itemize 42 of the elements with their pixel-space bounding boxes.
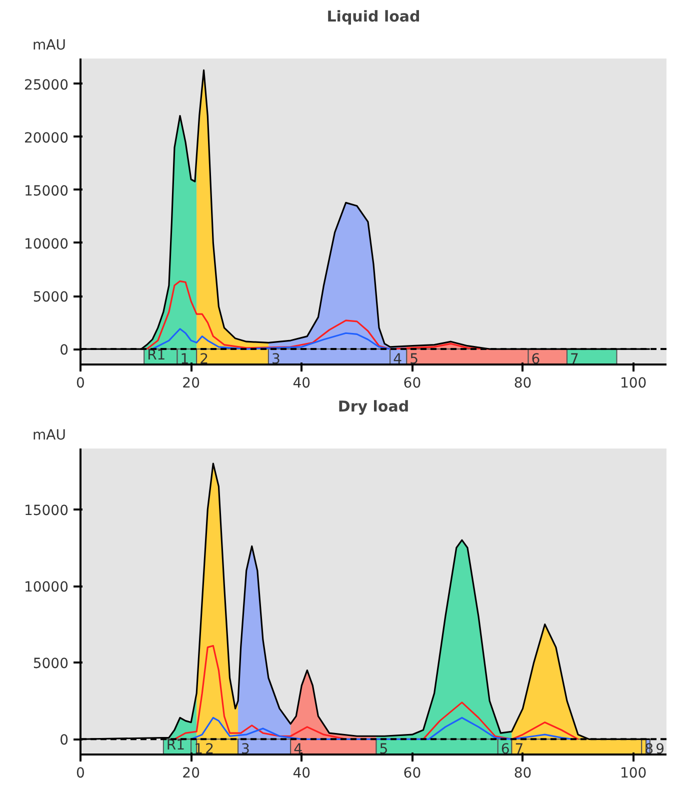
y-tick-label: 15000 [24, 502, 69, 519]
band-label: 6 [500, 742, 510, 758]
band-label: 5 [379, 742, 388, 758]
y-tick-label: 25000 [24, 77, 69, 94]
y-axis-title: mAU [32, 38, 66, 54]
band-label: 3 [241, 742, 250, 758]
y-tick-label: 0 [60, 342, 69, 359]
y-tick-label: 5000 [32, 290, 69, 306]
x-tick-label: 60 [403, 766, 422, 782]
band-label: 9 [656, 742, 665, 758]
band-label: R1 [166, 738, 186, 754]
x-tick-label: 20 [182, 376, 200, 392]
x-tick-label: 100 [620, 376, 647, 392]
band-label: R1 [147, 348, 166, 364]
band-label: 7 [570, 352, 579, 368]
x-tick-label: 40 [292, 766, 311, 782]
band-label: 2 [200, 352, 209, 368]
x-tick-label: 100 [620, 766, 647, 782]
x-tick-label: 60 [403, 376, 422, 392]
y-axis-title: mAU [32, 428, 66, 444]
y-tick-label: 0 [60, 732, 69, 749]
y-tick-label: 10000 [24, 236, 69, 252]
band-label: 4 [294, 742, 303, 758]
band-label: 2 [205, 742, 214, 758]
band-label: 4 [393, 352, 402, 368]
y-tick-label: 5000 [32, 656, 69, 672]
band-label: 3 [271, 352, 280, 368]
x-tick-label: 20 [182, 766, 200, 782]
x-tick-label: 80 [514, 766, 532, 782]
band-label: 5 [410, 352, 419, 368]
band-label: 1 [180, 352, 190, 368]
x-tick-label: 80 [514, 376, 532, 392]
y-tick-label: 10000 [24, 580, 69, 596]
y-tick-label: 15000 [24, 183, 69, 200]
band-label: 7 [514, 742, 524, 758]
chart-title: Liquid load [326, 8, 420, 26]
band-label: 6 [531, 352, 540, 368]
x-tick-label: 0 [76, 766, 85, 782]
y-tick-label: 20000 [24, 130, 69, 146]
x-tick-label: 0 [76, 376, 85, 392]
chart-title: Dry load [338, 398, 410, 416]
x-tick-label: 40 [292, 376, 311, 392]
